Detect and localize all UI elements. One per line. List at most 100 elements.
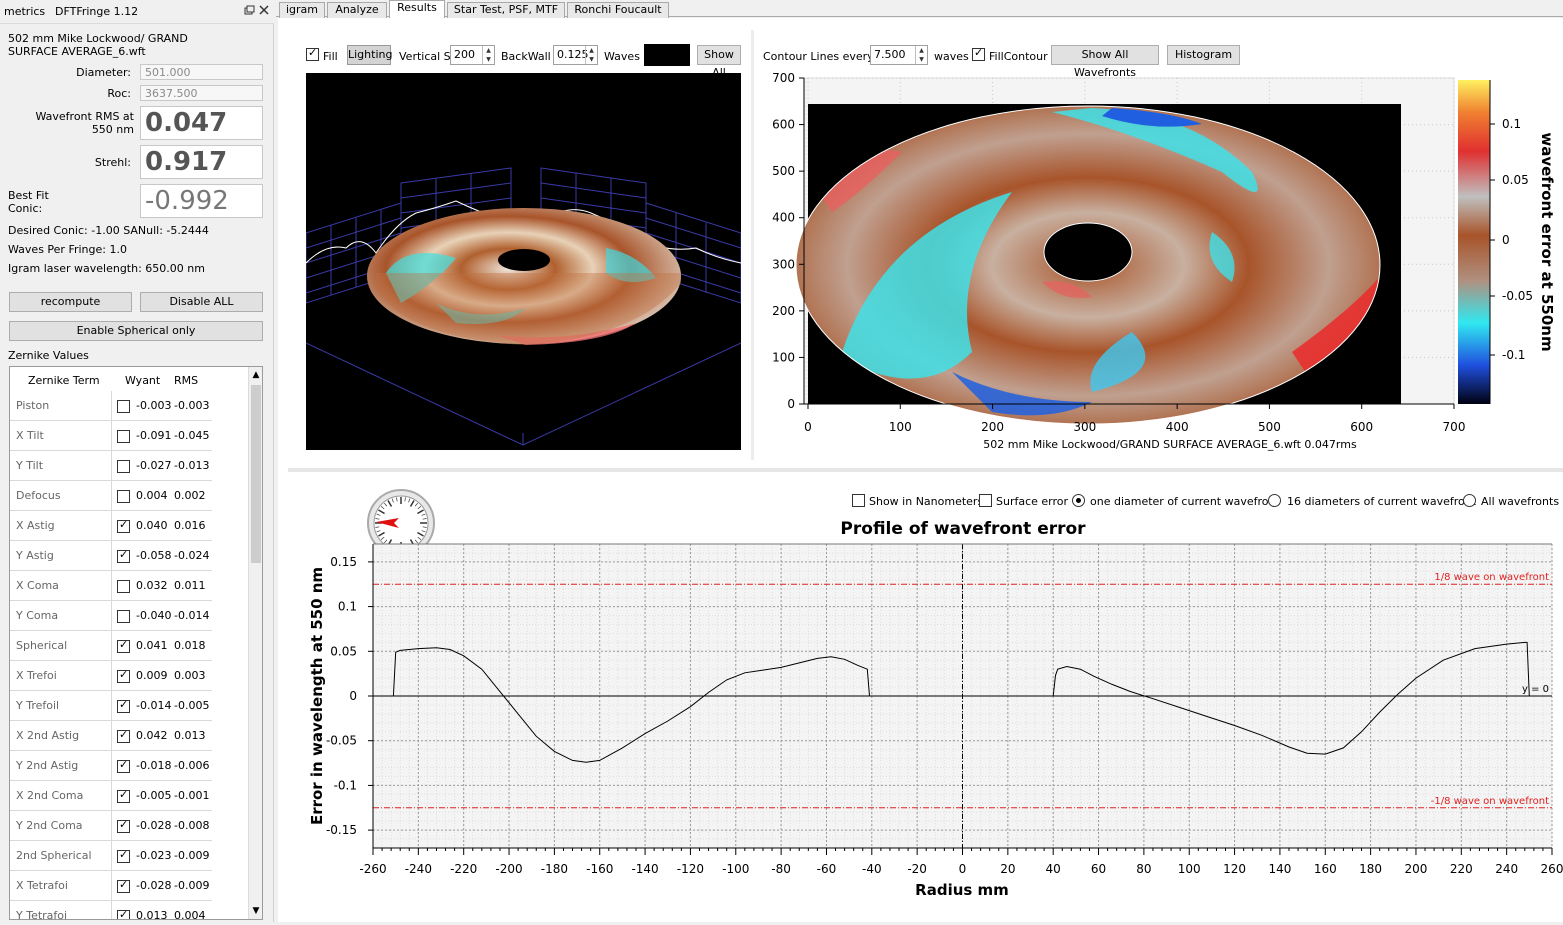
zernike-wyant-value: 0.041 xyxy=(136,639,168,652)
xtick-label: -100 xyxy=(722,862,749,876)
tab-star-test[interactable]: Star Test, PSF, MTF xyxy=(447,2,565,18)
scroll-thumb[interactable] xyxy=(251,385,261,563)
zernike-enable-checkbox[interactable] xyxy=(117,400,130,413)
table-scrollbar[interactable]: ▲ ▼ xyxy=(248,367,262,919)
zernike-enable-checkbox[interactable] xyxy=(117,818,130,833)
sixteen-diameters-radio[interactable] xyxy=(1268,494,1281,510)
tab-results[interactable]: Results xyxy=(389,0,445,18)
zernike-wyant-value: 0.042 xyxy=(136,729,168,742)
show-all-wavefronts-button[interactable]: Show All Wavefronts xyxy=(1051,45,1159,79)
vertical-scale-value: 200 xyxy=(454,48,475,61)
fill-contour-checkbox[interactable] xyxy=(972,46,985,64)
vertical-splitter[interactable] xyxy=(751,30,754,460)
xtick-label: -200 xyxy=(495,862,522,876)
diameter-field[interactable]: 501.000 xyxy=(140,64,263,80)
table-row: X Astig 0.040 0.016 xyxy=(10,511,212,541)
compass-tick xyxy=(422,526,427,528)
compass-tick xyxy=(378,531,385,537)
xtick-label: -220 xyxy=(450,862,477,876)
zernike-enable-checkbox[interactable] xyxy=(117,518,130,533)
vertical-scale-spinbox[interactable]: 200 ▲ ▼ xyxy=(450,45,495,65)
zernike-term: X Tilt xyxy=(16,421,112,450)
zernike-rms-value: 0.013 xyxy=(174,729,206,742)
header-rms: RMS xyxy=(174,374,199,387)
zernike-enable-checkbox[interactable] xyxy=(117,788,130,803)
table-row: X 2nd Astig 0.042 0.013 xyxy=(10,721,212,751)
zernike-wyant-value: 0.009 xyxy=(136,669,168,682)
show-nm-checkbox[interactable] xyxy=(852,494,865,510)
spin-arrows-icon[interactable]: ▲ ▼ xyxy=(482,46,494,64)
table-row: Y Astig -0.058-0.024 xyxy=(10,541,212,571)
lighting-button[interactable]: Lighting xyxy=(347,45,392,65)
splitter[interactable] xyxy=(288,468,1563,472)
zernike-wyant-value: -0.028 xyxy=(136,879,172,892)
profile-series-line xyxy=(392,641,1530,763)
zernike-enable-checkbox[interactable] xyxy=(117,848,130,863)
zernike-wyant-value: -0.058 xyxy=(136,549,172,562)
surface-error-checkbox[interactable] xyxy=(979,494,992,510)
fill-checkbox[interactable] xyxy=(306,46,319,64)
table-row: Y 2nd Coma -0.028-0.008 xyxy=(10,811,212,841)
colorbar-tick-label: 0.1 xyxy=(1502,117,1521,131)
colorbar-tick-label: -0.05 xyxy=(1502,289,1533,303)
profile-chart[interactable]: Profile of wavefront error 0.15 0.1 0.05 0 -… xyxy=(300,512,1563,922)
profile-ylabel: Error in wavelength at 550 nm xyxy=(308,567,326,825)
zernike-enable-checkbox[interactable] xyxy=(117,490,130,503)
strehl-label: Strehl: xyxy=(94,156,131,169)
contour-lines-spinbox[interactable]: 7.500 ▲ ▼ xyxy=(870,45,928,65)
zernike-rms-value: -0.008 xyxy=(174,819,210,832)
compass-tick xyxy=(417,509,424,515)
zernike-wyant-value: -0.005 xyxy=(136,789,172,802)
zernike-enable-checkbox[interactable] xyxy=(117,430,130,443)
zernike-enable-checkbox[interactable] xyxy=(117,548,130,563)
scroll-up-icon[interactable]: ▲ xyxy=(252,370,260,380)
close-dock-icon[interactable] xyxy=(258,3,270,17)
surface-3d-view[interactable] xyxy=(305,73,742,450)
zernike-wyant-value: -0.027 xyxy=(136,459,172,472)
one-diameter-radio[interactable] xyxy=(1072,494,1085,510)
contour-lines-label: Contour Lines every xyxy=(763,50,874,63)
zernike-enable-checkbox[interactable] xyxy=(117,580,130,593)
zernike-enable-checkbox[interactable] xyxy=(117,878,130,893)
zernike-enable-checkbox[interactable] xyxy=(117,698,130,713)
roc-field[interactable]: 3637.500 xyxy=(140,85,263,101)
contour-plot[interactable]: 0 100 200 300 400 500 600 700 0 100 200 300 400 500 6… xyxy=(752,71,1563,457)
zernike-enable-checkbox[interactable] xyxy=(117,668,130,683)
compass-tick xyxy=(409,500,415,507)
zernike-term: X Coma xyxy=(16,571,112,600)
float-dock-icon[interactable] xyxy=(243,3,255,17)
compass-tick xyxy=(421,513,426,516)
spin-arrows-icon[interactable]: ▲ ▼ xyxy=(585,46,597,64)
dock-titlebar: metrics DFTFringe 1.12 xyxy=(0,0,274,24)
zernike-enable-checkbox[interactable] xyxy=(117,638,130,653)
tab-analyze[interactable]: Analyze xyxy=(327,2,387,18)
backwall-spinbox[interactable]: 0.125 ▲ ▼ xyxy=(553,45,598,65)
disable-all-button[interactable]: Disable ALL xyxy=(140,292,263,312)
contour-ytick-label: 200 xyxy=(772,304,795,318)
show-all-button[interactable]: Show All xyxy=(697,45,741,79)
tab-ronchi-foucault[interactable]: Ronchi Foucault xyxy=(567,2,669,18)
spin-arrows-icon[interactable]: ▲ ▼ xyxy=(915,46,927,64)
zernike-term: X Astig xyxy=(16,511,112,540)
scroll-down-icon[interactable]: ▼ xyxy=(252,906,260,916)
zernike-enable-checkbox[interactable] xyxy=(117,908,130,919)
xtick-label: 120 xyxy=(1223,862,1246,876)
zernike-enable-checkbox[interactable] xyxy=(117,610,130,623)
wavefront-rms-value: 0.047 xyxy=(140,106,263,140)
histogram-button[interactable]: Histogram xyxy=(1167,45,1240,65)
compass-dial[interactable] xyxy=(366,488,436,558)
all-wavefronts-label: All wavefronts xyxy=(1481,495,1560,508)
recompute-button[interactable]: recompute xyxy=(9,292,132,312)
tab-igram[interactable]: igram xyxy=(279,2,325,18)
zernike-rms-value: 0.003 xyxy=(174,669,206,682)
all-wavefronts-radio[interactable] xyxy=(1463,494,1476,510)
zernike-enable-checkbox[interactable] xyxy=(117,460,130,473)
compass-tick xyxy=(422,518,427,520)
zernike-enable-checkbox[interactable] xyxy=(117,728,130,743)
contour-ytick-label: 0 xyxy=(787,397,795,411)
waves-color-swatch[interactable] xyxy=(644,44,690,66)
zernike-enable-checkbox[interactable] xyxy=(117,758,130,773)
table-row: 2nd Spherical -0.023-0.009 xyxy=(10,841,212,871)
file-name: 502 mm Mike Lockwood/ GRAND SURFACE AVER… xyxy=(8,32,188,58)
enable-spherical-button[interactable]: Enable Spherical only xyxy=(9,321,263,341)
